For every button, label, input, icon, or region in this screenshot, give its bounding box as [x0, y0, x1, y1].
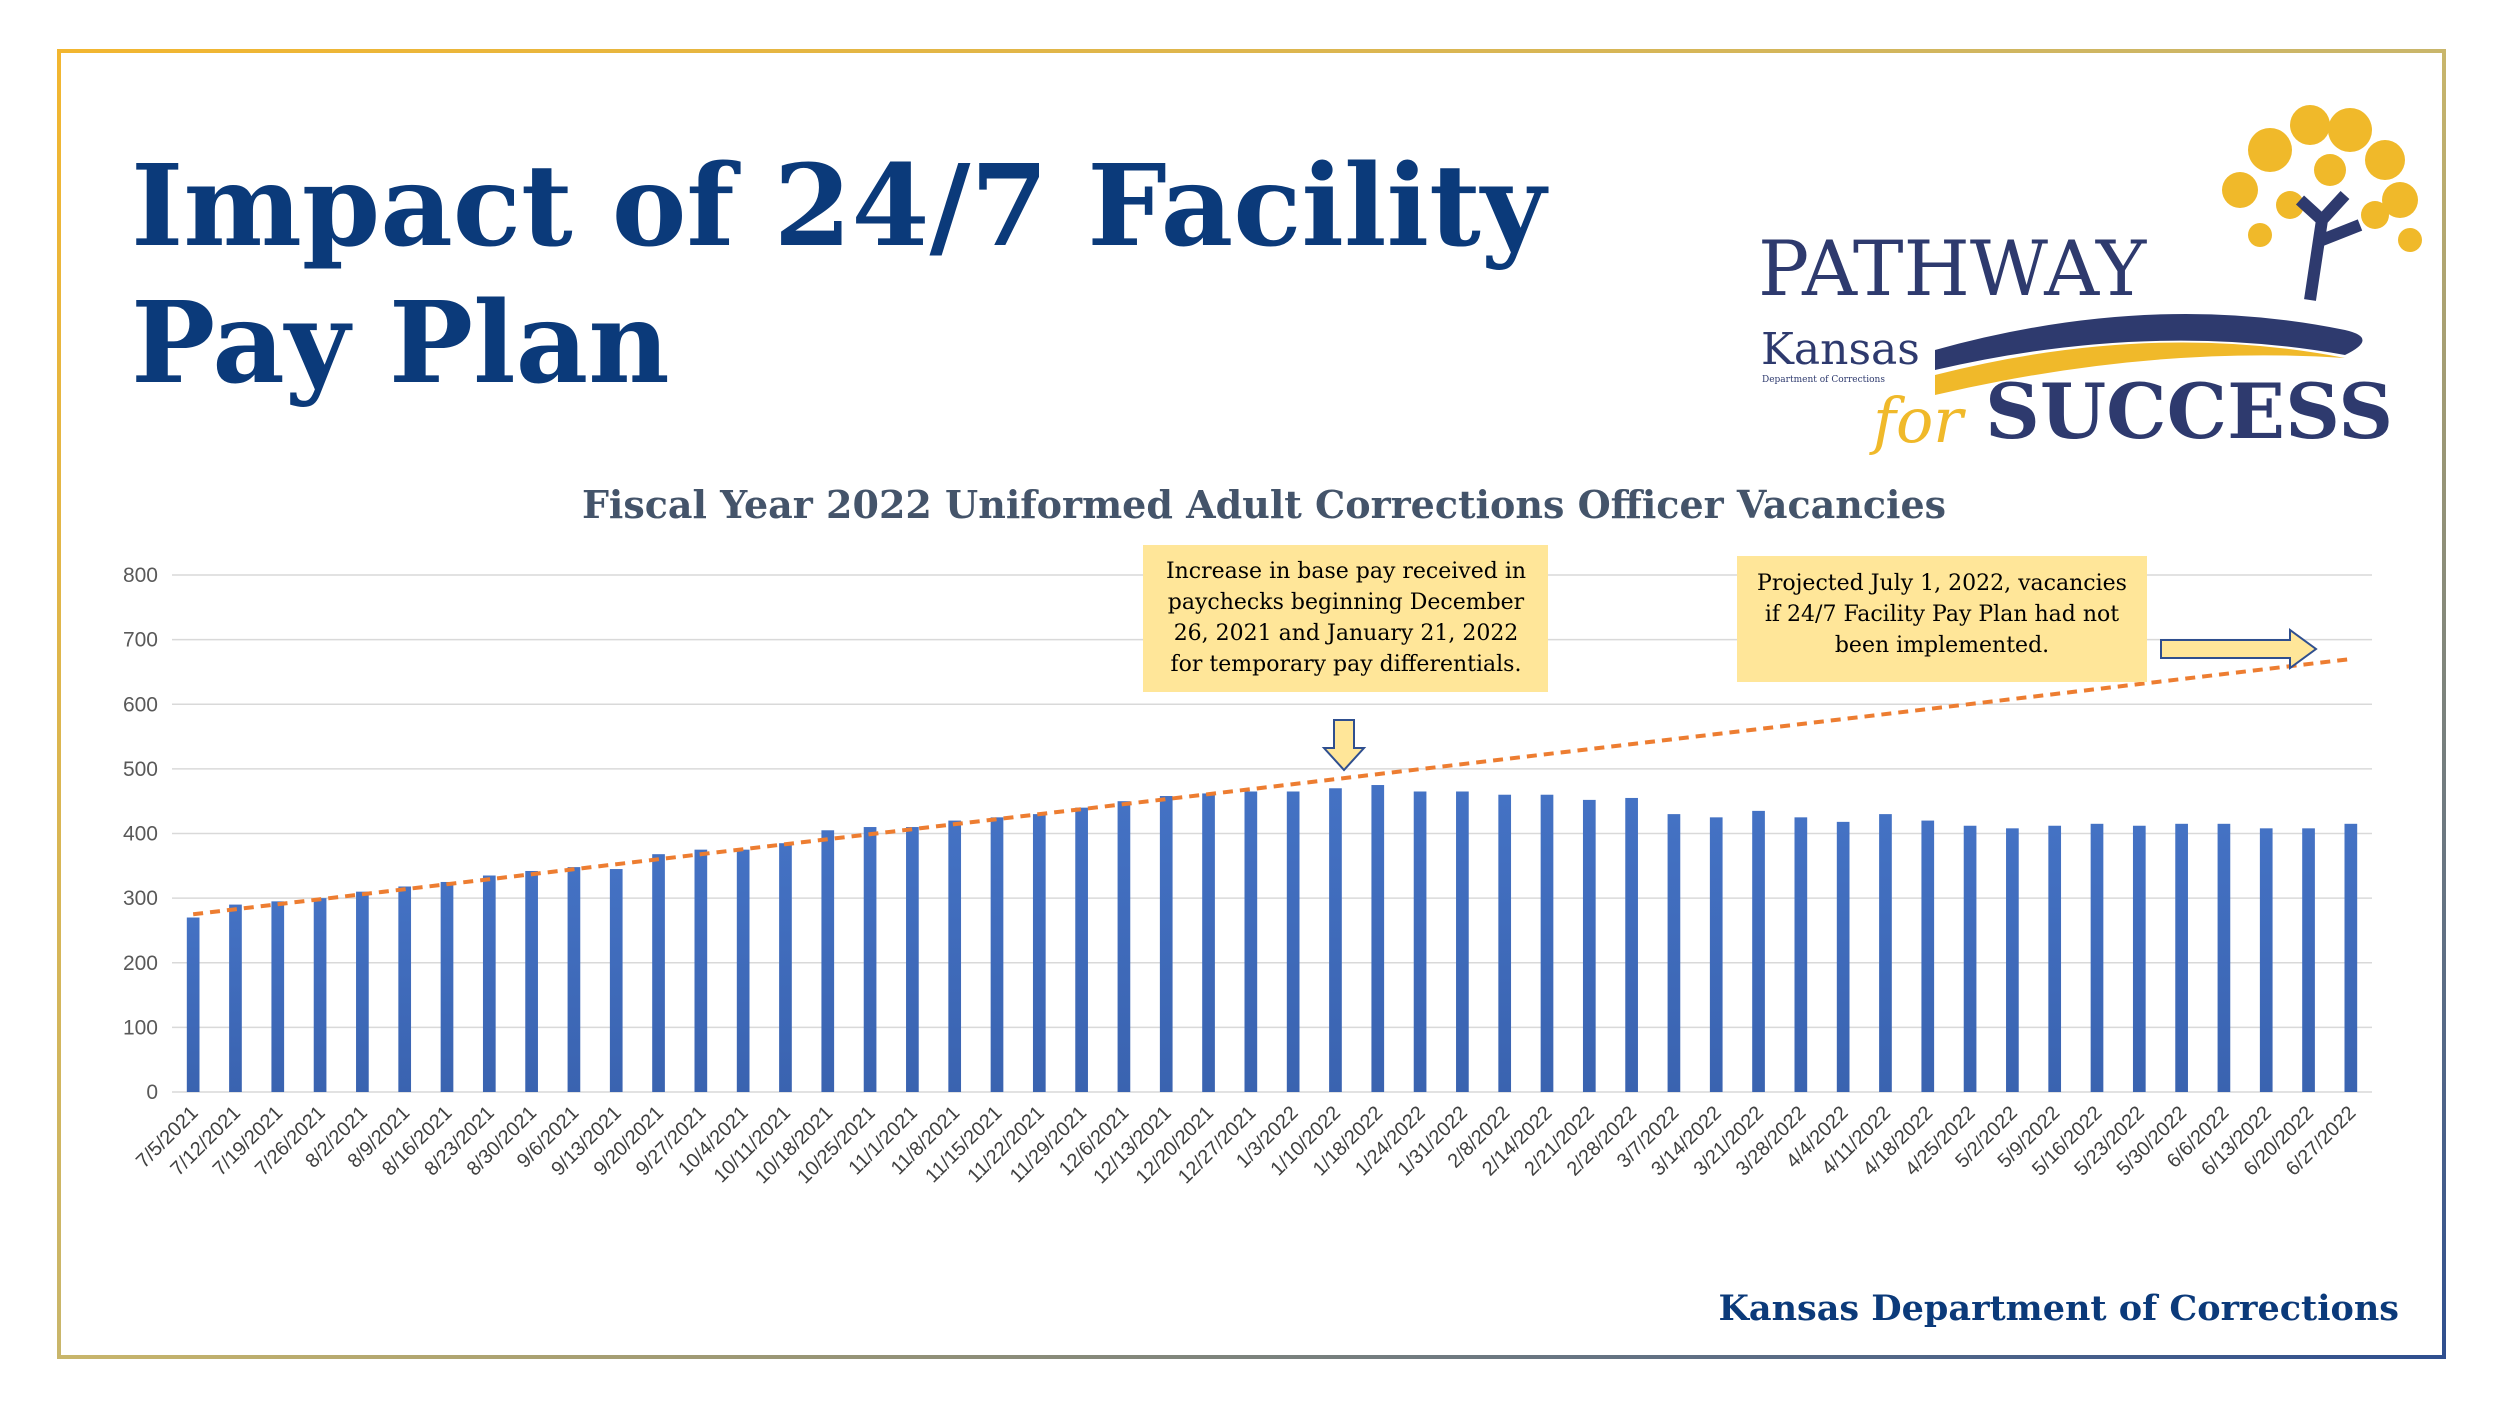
- bar: [1709, 817, 1723, 1092]
- bar: [2132, 825, 2146, 1092]
- swoosh: [1935, 314, 2363, 370]
- bar: [1540, 794, 1554, 1092]
- bar: [736, 849, 750, 1092]
- bar: [990, 817, 1004, 1092]
- bar: [1456, 791, 1469, 1092]
- bar: [1244, 791, 1258, 1092]
- bar: [779, 843, 792, 1092]
- bar: [609, 869, 623, 1092]
- bar: [2048, 825, 2062, 1092]
- bar: [271, 901, 285, 1092]
- bar: [2217, 823, 2231, 1092]
- logo-text: SUCCESS: [1985, 367, 2393, 456]
- bar: [1963, 825, 1977, 1092]
- bar: [186, 917, 200, 1092]
- annotation-text: 26, 2021 and January 21, 2022: [1174, 621, 1519, 646]
- bar: [525, 870, 538, 1092]
- bar: [863, 827, 877, 1092]
- annotation-text: Projected July 1, 2022, vacancies: [1757, 571, 2127, 596]
- y-tick-label: 100: [123, 1016, 158, 1039]
- bar: [229, 904, 242, 1092]
- bar: [1921, 820, 1935, 1092]
- arrow-right: [2160, 628, 2318, 670]
- bar: [440, 881, 454, 1092]
- bar: [1075, 807, 1088, 1092]
- bar: [482, 875, 496, 1092]
- bar: [652, 854, 665, 1092]
- bar: [1286, 791, 1300, 1092]
- arrow-down: [1321, 719, 1367, 772]
- logo-text: PATHWAY: [1758, 224, 2147, 313]
- annotation-text: for temporary pay differentials.: [1171, 652, 1522, 677]
- y-tick-label: 0: [146, 1081, 158, 1104]
- bar: [948, 820, 962, 1092]
- bar: [1413, 791, 1427, 1092]
- bar: [2302, 828, 2315, 1092]
- annotation: Projected July 1, 2022, vacancies if 24/…: [1737, 556, 2318, 682]
- bar: [398, 886, 412, 1092]
- y-tick-label: 700: [123, 629, 158, 652]
- logo: PATHWAY Kansas Department of Corrections…: [1758, 105, 2422, 457]
- bar: [694, 849, 708, 1092]
- y-tick-label: 400: [123, 823, 158, 846]
- trendline: [192, 657, 2352, 917]
- bar: [1498, 794, 1512, 1092]
- bar: [1329, 788, 1342, 1092]
- frame: [57, 49, 2446, 1359]
- y-tick-label: 800: [123, 564, 158, 587]
- bar: [2344, 823, 2358, 1092]
- annotation-box: [1143, 545, 1548, 692]
- annotation-text: paychecks beginning December: [1168, 590, 1525, 615]
- bar: [2006, 828, 2019, 1092]
- annotation-text: if 24/7 Facility Pay Plan had not: [1765, 602, 2119, 627]
- bar: [1752, 810, 1765, 1092]
- bar: [567, 867, 581, 1092]
- y-tick-label: 300: [123, 887, 158, 910]
- bar: [2090, 823, 2104, 1092]
- logo-text: Kansas: [1761, 324, 1920, 375]
- footer: Kansas Department of Corrections: [1718, 1288, 2399, 1329]
- y-tick-label: 200: [123, 952, 158, 975]
- tree-trunk: [2295, 190, 2363, 301]
- bar: [313, 898, 327, 1092]
- bar: [1879, 814, 1892, 1092]
- bar: [1032, 814, 1046, 1092]
- bar: [1794, 817, 1808, 1092]
- annotation-text: been implemented.: [1835, 633, 2049, 658]
- annotation-text: Increase in base pay received in: [1166, 559, 1526, 584]
- slide-title: Pay Plan: [131, 278, 670, 409]
- bar: [356, 891, 369, 1092]
- bar: [2259, 828, 2273, 1092]
- bar: [1371, 785, 1385, 1092]
- swoosh: [1935, 342, 2345, 395]
- logo-text: Department of Corrections: [1762, 375, 1885, 385]
- bar: [906, 827, 919, 1092]
- bar: [1159, 796, 1173, 1092]
- y-tick-label: 600: [123, 693, 158, 716]
- bar: [2175, 823, 2188, 1092]
- slide-title: Impact of 24/7 Facility: [131, 141, 1549, 272]
- y-tick-label: 500: [123, 758, 158, 781]
- bar: [821, 830, 835, 1092]
- bar: [1117, 801, 1131, 1092]
- bar: [1582, 799, 1596, 1092]
- bar: [1667, 814, 1681, 1092]
- bar: [1625, 797, 1638, 1092]
- chart-title: Fiscal Year 2022 Uniformed Adult Correct…: [582, 482, 1946, 527]
- bar: [1202, 793, 1215, 1092]
- bar: [1836, 821, 1850, 1092]
- annotation-box: [1737, 556, 2147, 682]
- annotation: Increase in base pay received in paychec…: [1143, 545, 1548, 772]
- plot: 01002003004005006007008007/5/20217/12/20…: [123, 564, 2372, 1188]
- logo-text: for: [1869, 384, 1966, 457]
- tree-leaves: [2222, 105, 2422, 252]
